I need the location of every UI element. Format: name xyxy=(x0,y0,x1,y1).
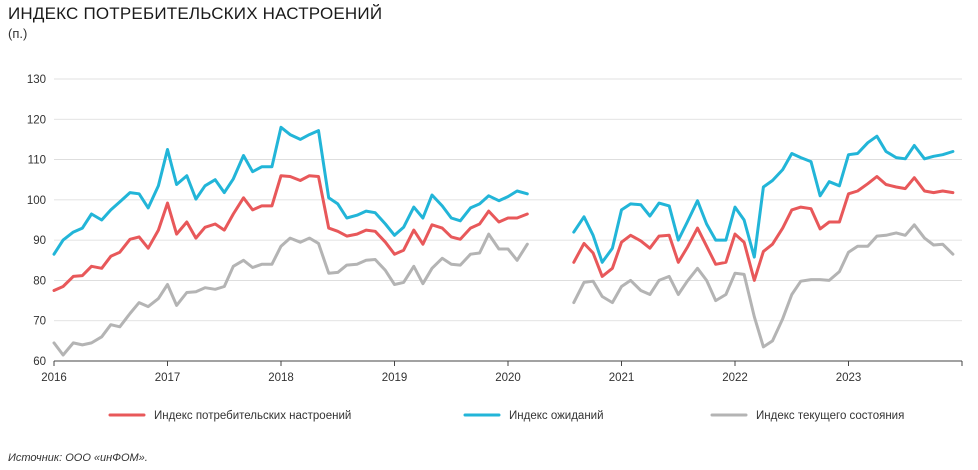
series-line-0-segment-1 xyxy=(572,175,955,282)
series-line-1-segment-1 xyxy=(572,134,955,264)
x-tick-label-2016: 2016 xyxy=(41,372,67,384)
y-tick-label-110: 110 xyxy=(28,155,46,167)
grid-lines xyxy=(54,78,962,322)
y-tick-label-60: 60 xyxy=(33,356,46,368)
x-tick-label-2021: 2021 xyxy=(609,372,635,384)
legend-label-1: Индекс ожиданий xyxy=(509,410,604,422)
x-axis: 2016 2017 2018 2019 2020 2021 2022 2023 xyxy=(41,360,963,384)
series-line-0-segment-0 xyxy=(52,174,529,292)
x-tick-label-2018: 2018 xyxy=(268,372,294,384)
series-group xyxy=(52,125,955,357)
y-tick-label-100: 100 xyxy=(27,195,46,207)
legend: Индекс потребительских настроений Индекс … xyxy=(108,410,904,422)
legend-label-2: Индекс текущего состояния xyxy=(756,410,904,422)
chart-title: ИНДЕКС ПОТРЕБИТЕЛЬСКИХ НАСТРОЕНИЙ xyxy=(8,4,383,23)
y-tick-label-130: 130 xyxy=(27,74,46,86)
y-tick-label-70: 70 xyxy=(33,316,46,328)
unit-label: (п.) xyxy=(8,26,28,41)
x-tick-label-2020: 2020 xyxy=(495,372,521,384)
x-tick-label-2019: 2019 xyxy=(382,372,408,384)
x-tick-label-2017: 2017 xyxy=(155,372,181,384)
series-line-1-segment-0 xyxy=(52,125,529,256)
x-tick-label-2022: 2022 xyxy=(722,372,748,384)
x-tick-label-2023: 2023 xyxy=(836,372,862,384)
y-tick-label-120: 120 xyxy=(27,114,46,126)
series-line-2-segment-0 xyxy=(52,232,529,357)
y-axis-ticks: 60 70 80 90 100 110 120 130 xyxy=(27,74,46,368)
legend-label-0: Индекс потребительских настроений xyxy=(154,410,351,422)
series-line-2-segment-1 xyxy=(572,223,955,349)
source-note: Источник: ООО «инФОМ». xyxy=(8,452,148,464)
y-tick-label-90: 90 xyxy=(33,235,46,247)
y-tick-label-80: 80 xyxy=(33,275,46,287)
